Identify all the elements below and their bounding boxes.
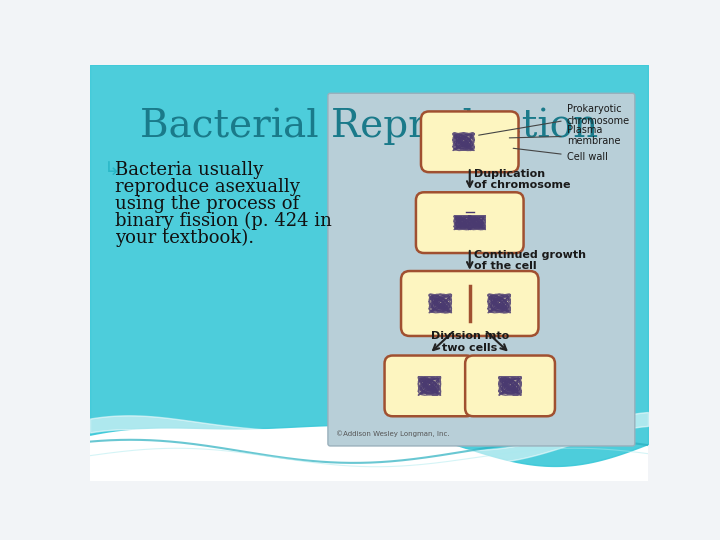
Text: Cell wall: Cell wall: [513, 148, 608, 162]
FancyBboxPatch shape: [328, 93, 635, 446]
FancyBboxPatch shape: [384, 355, 474, 416]
Text: your textbook).: your textbook).: [114, 229, 254, 247]
Text: Division into
two cells: Division into two cells: [431, 331, 509, 353]
Text: Prokaryotic
chromosome: Prokaryotic chromosome: [479, 104, 630, 135]
Text: Bacterial Reproduction: Bacterial Reproduction: [140, 107, 598, 145]
Text: using the process of: using the process of: [114, 195, 299, 213]
FancyBboxPatch shape: [90, 65, 648, 481]
FancyBboxPatch shape: [416, 192, 523, 253]
Text: Bacteria usually: Bacteria usually: [114, 161, 263, 179]
Text: Duplication
of chromosome: Duplication of chromosome: [474, 168, 570, 190]
FancyBboxPatch shape: [401, 271, 539, 336]
Text: reproduce asexually: reproduce asexually: [114, 178, 300, 196]
Text: Continued growth
of the cell: Continued growth of the cell: [474, 249, 585, 271]
Text: ©Addison Wesley Longman, Inc.: ©Addison Wesley Longman, Inc.: [336, 431, 450, 437]
FancyBboxPatch shape: [465, 355, 555, 416]
FancyBboxPatch shape: [421, 111, 518, 172]
Text: Plasma
membrane: Plasma membrane: [509, 125, 620, 146]
Text: ↳: ↳: [104, 161, 120, 180]
Text: binary fission (p. 424 in: binary fission (p. 424 in: [114, 212, 332, 230]
